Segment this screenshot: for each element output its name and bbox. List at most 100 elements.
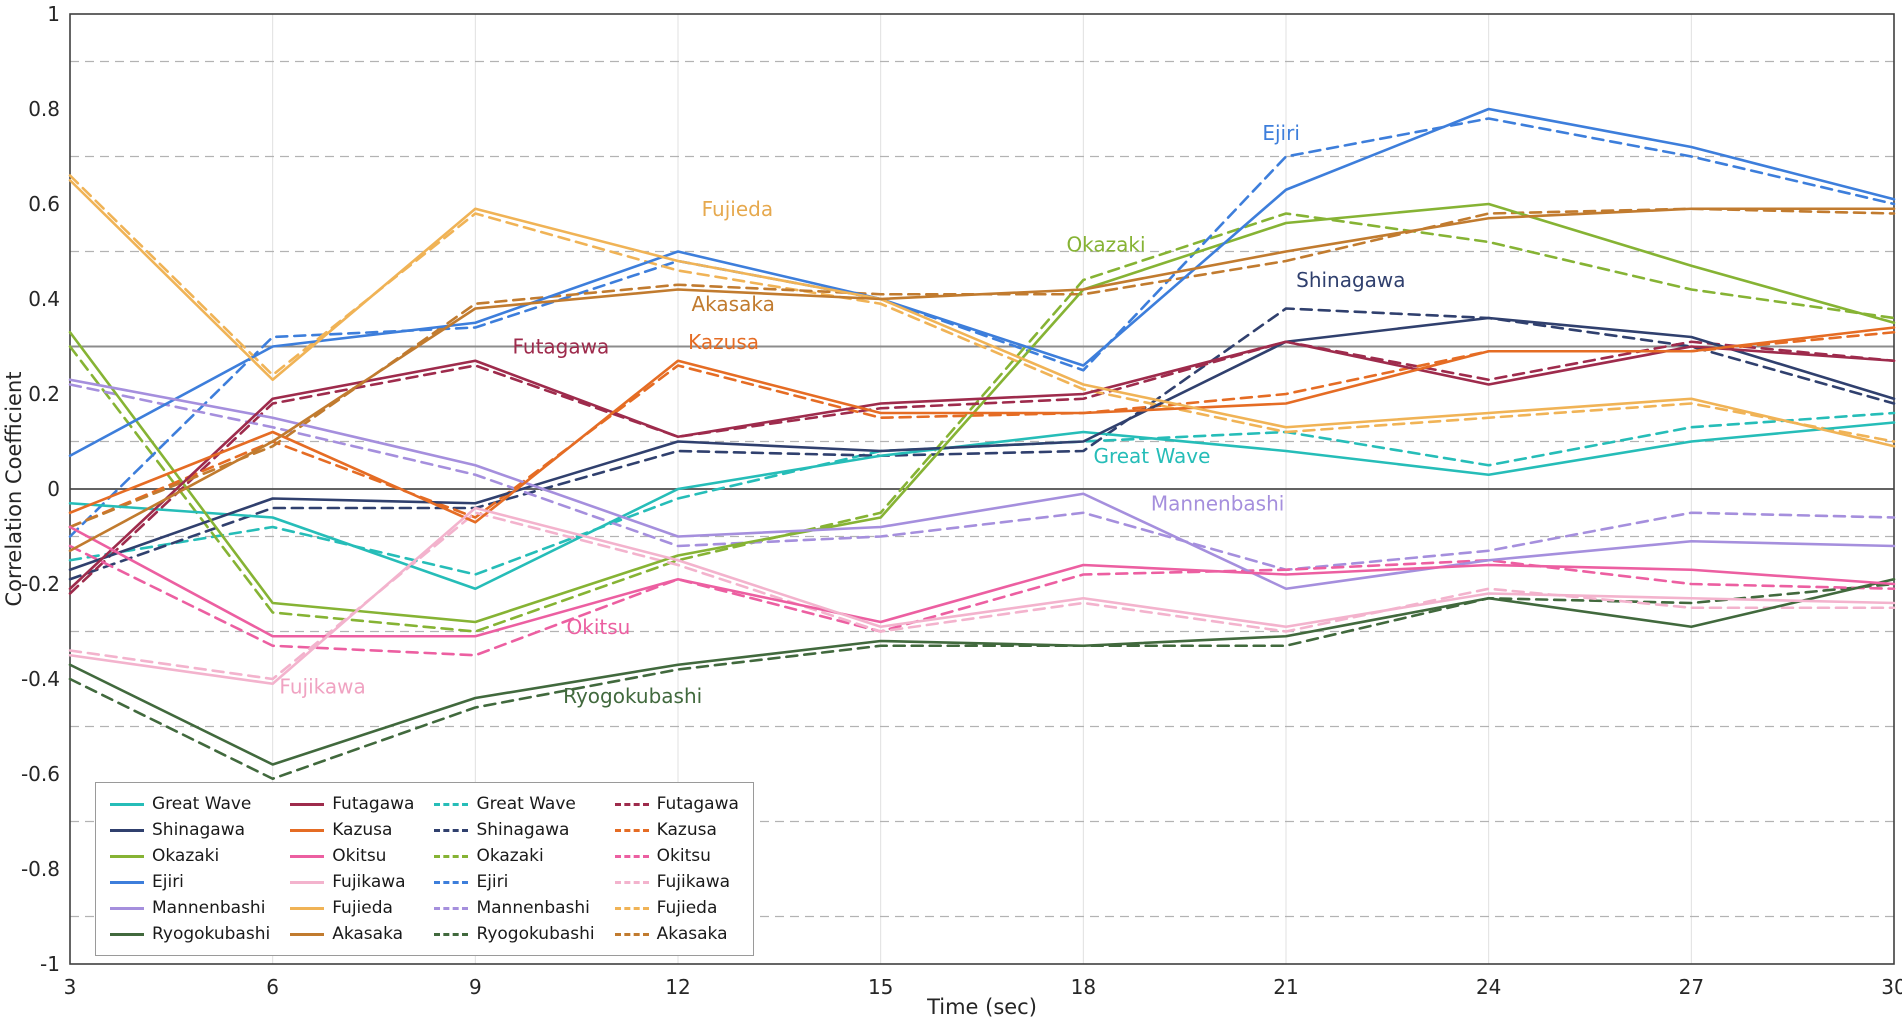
y-tick-label: -0.6: [21, 762, 60, 786]
annotation-okazaki: Okazaki: [1066, 233, 1145, 257]
legend-item-kazusa-dashed: Kazusa: [614, 817, 739, 843]
y-tick-label: 0: [47, 477, 60, 501]
legend-label: Akasaka: [332, 924, 404, 944]
legend-item-okitsu-dashed: Okitsu: [614, 843, 739, 869]
legend-swatch: [110, 802, 144, 806]
series-line-fujieda-solid: [68, 178, 1896, 448]
legend-swatch: [614, 802, 649, 806]
x-tick-label: 15: [868, 975, 893, 999]
legend-item-kazusa-solid: Kazusa: [290, 817, 414, 843]
series-line-ejiri-dashed: [68, 117, 1896, 538]
series-line-mannenbashi-dashed: [68, 383, 1896, 572]
annotation-futagawa: Futagawa: [512, 335, 609, 359]
legend-item-okazaki-dashed: Okazaki: [434, 843, 594, 869]
legend-swatch: [290, 854, 325, 858]
legend-swatch: [290, 802, 325, 806]
legend-label: Futagawa: [656, 794, 739, 814]
x-tick-label: 6: [266, 975, 279, 999]
series-line-okitsu-solid: [68, 525, 1896, 638]
x-tick-label: 12: [665, 975, 690, 999]
series-line-akasaka-solid: [68, 207, 1896, 553]
y-tick-label: -1: [40, 952, 60, 976]
series-line-shinagawa-dashed: [68, 307, 1896, 581]
legend-label: Great Wave: [476, 794, 576, 814]
legend-swatch: [614, 880, 649, 884]
series-line-kazusa-solid: [68, 326, 1896, 524]
series-line-ryogokubashi-dashed: [68, 582, 1896, 781]
legend-item-futagawa-dashed: Futagawa: [614, 791, 739, 817]
legend-swatch: [614, 828, 649, 832]
series-line-okazaki-solid: [68, 202, 1896, 624]
legend-item-great-wave-dashed: Great Wave: [434, 791, 594, 817]
legend-label: Shinagawa: [476, 820, 570, 840]
legend-label: Great Wave: [152, 794, 252, 814]
series-line-great-wave-dashed: [68, 411, 1896, 576]
series-line-fujikawa-solid: [68, 506, 1896, 686]
y-tick-label: 0.2: [28, 382, 60, 406]
x-tick-label: 18: [1071, 975, 1096, 999]
legend-column-dashed: Futagawa Kazusa Okitsu Fujikawa Fujieda Akasa…: [614, 791, 739, 947]
legend-item-akasaka-solid: Akasaka: [290, 921, 414, 947]
x-tick-label: 27: [1679, 975, 1704, 999]
annotation-okitsu: Okitsu: [567, 615, 631, 639]
legend-label: Ejiri: [476, 872, 509, 892]
annotation-akasaka: Akasaka: [692, 292, 775, 316]
legend-item-ryogokubashi-solid: Ryogokubashi: [110, 921, 270, 947]
legend-label: Kazusa: [656, 820, 717, 840]
legend-label: Ejiri: [152, 872, 184, 892]
legend-label: Okitsu: [332, 846, 387, 866]
legend-label: Mannenbashi: [476, 898, 590, 918]
legend-item-fujieda-dashed: Fujieda: [614, 895, 739, 921]
legend-label: Fujikawa: [656, 872, 731, 892]
y-tick-label: 0.6: [28, 192, 60, 216]
x-tick-label: 3: [64, 975, 77, 999]
legend-label: Okazaki: [152, 846, 220, 866]
legend-item-okazaki-solid: Okazaki: [110, 843, 270, 869]
legend-label: Fujieda: [332, 898, 393, 918]
series-line-futagawa-dashed: [68, 340, 1896, 595]
legend-label: Okitsu: [656, 846, 711, 866]
legend-swatch: [110, 906, 144, 910]
legend-label: Ryogokubashi: [476, 924, 595, 944]
legend-swatch: [434, 854, 469, 858]
y-tick-label: -0.2: [21, 572, 60, 596]
legend-swatch: [434, 932, 469, 936]
legend-swatch: [110, 932, 144, 936]
series-line-kazusa-dashed: [68, 330, 1896, 529]
legend-item-shinagawa-dashed: Shinagawa: [434, 817, 594, 843]
legend-swatch: [290, 880, 325, 884]
y-tick-label: 1: [47, 2, 60, 26]
legend-label: Futagawa: [332, 794, 415, 814]
series-line-shinagawa-solid: [68, 316, 1896, 572]
legend-label: Kazusa: [332, 820, 393, 840]
annotation-fujikawa: Fujikawa: [279, 674, 365, 698]
legend-swatch: [434, 802, 469, 806]
legend-column-solid: Futagawa Kazusa Okitsu Fujikawa Fujieda Akasa…: [290, 791, 414, 947]
series-line-ejiri-solid: [68, 107, 1896, 458]
annotation-ejiri: Ejiri: [1262, 121, 1300, 145]
legend-item-mannenbashi-solid: Mannenbashi: [110, 895, 270, 921]
legend-swatch: [290, 932, 325, 936]
series-line-okazaki-dashed: [68, 212, 1896, 633]
annotation-shinagawa: Shinagawa: [1296, 268, 1405, 292]
legend-item-okitsu-solid: Okitsu: [290, 843, 414, 869]
annotation-great-wave: Great Wave: [1093, 444, 1210, 468]
legend-item-ejiri-dashed: Ejiri: [434, 869, 594, 895]
legend-swatch: [614, 906, 649, 910]
legend-item-akasaka-dashed: Akasaka: [614, 921, 739, 947]
legend-swatch: [434, 906, 469, 910]
annotation-kazusa: Kazusa: [688, 330, 759, 354]
legend-item-fujieda-solid: Fujieda: [290, 895, 414, 921]
x-tick-label: 24: [1476, 975, 1501, 999]
y-tick-label: 0.8: [28, 97, 60, 121]
legend-swatch: [614, 932, 649, 936]
chart-legend: Great Wave Shinagawa Okazaki Ejiri Mannenbas…: [95, 782, 754, 956]
legend-item-mannenbashi-dashed: Mannenbashi: [434, 895, 594, 921]
annotation-fujieda: Fujieda: [702, 197, 773, 221]
legend-item-ejiri-solid: Ejiri: [110, 869, 270, 895]
series-line-okitsu-dashed: [68, 544, 1896, 657]
annotation-ryogokubashi: Ryogokubashi: [563, 684, 702, 708]
series-line-great-wave-solid: [68, 421, 1896, 591]
y-tick-label: -0.4: [21, 667, 60, 691]
legend-swatch: [434, 880, 469, 884]
